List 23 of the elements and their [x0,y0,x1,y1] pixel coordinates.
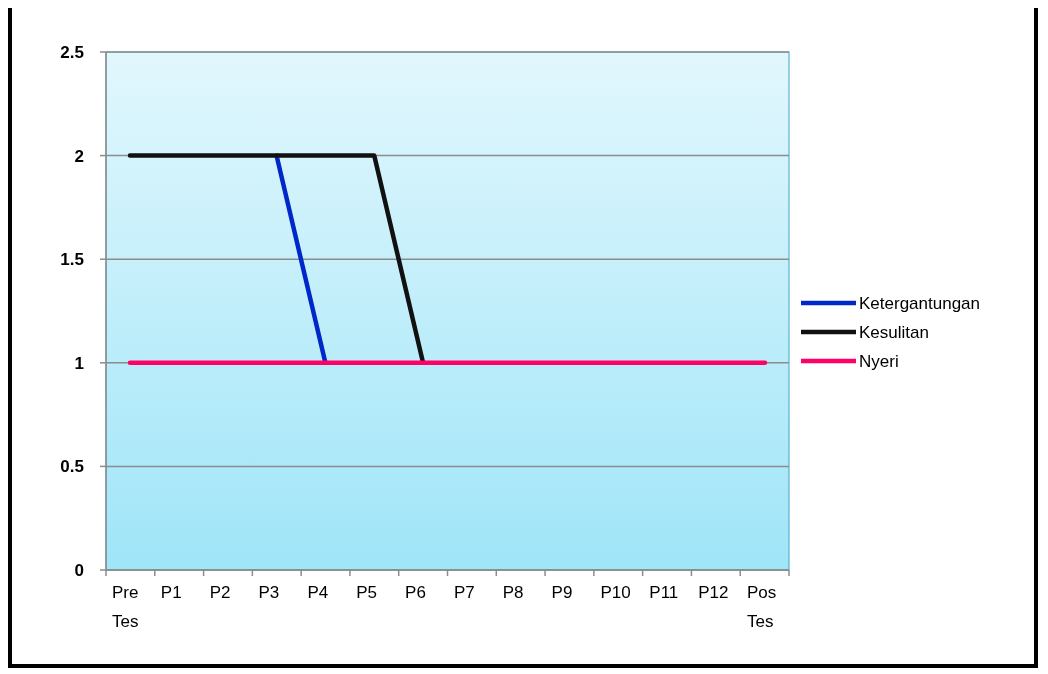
x-tick-label: Pos Tes [747,583,777,631]
legend-label: Ketergantungan [859,293,980,313]
legend-label: Nyeri [859,351,899,371]
x-tick-label: P3 [258,583,280,602]
x-tick-label: P7 [453,583,475,602]
x-tick-label: Pre Tes [112,583,139,631]
y-tick-label: 0.5 [60,457,84,477]
y-tick-label: 1.5 [60,250,84,270]
y-tick-label: 0 [74,560,84,580]
y-tick-label: 2 [74,146,84,166]
x-tick-label: P4 [307,583,329,602]
x-tick-label: P12 [698,583,729,602]
x-tick-label: P1 [160,583,182,602]
x-tick-label: P6 [405,583,426,602]
x-tick-label: P5 [356,583,378,602]
legend-label: Kesulitan [859,322,929,342]
x-tick-label: P11 [649,583,679,602]
x-tick-label: P8 [502,583,524,602]
x-tick-label: P10 [600,583,631,602]
y-tick-label: 1 [74,353,84,373]
x-tick-label: P2 [209,583,231,602]
x-tick-label: P9 [551,583,573,602]
y-tick-label: 2.5 [60,42,84,62]
